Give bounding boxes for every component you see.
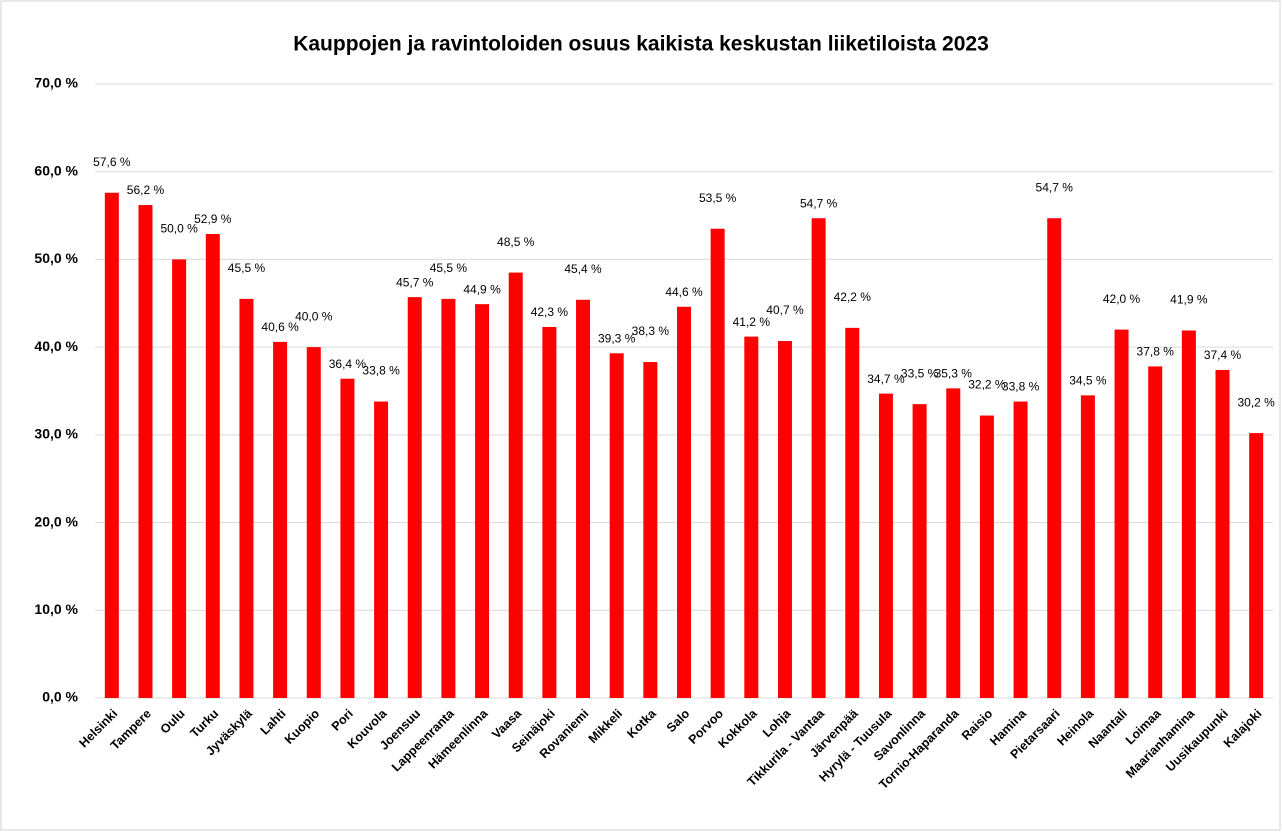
bar bbox=[1181, 330, 1196, 698]
bar bbox=[1249, 433, 1264, 698]
bar bbox=[475, 304, 490, 698]
y-tick-label: 30,0 % bbox=[34, 426, 78, 442]
bar bbox=[374, 401, 389, 698]
y-tick-label: 0,0 % bbox=[42, 689, 78, 705]
value-label: 34,5 % bbox=[1069, 374, 1107, 388]
bar bbox=[104, 192, 119, 698]
y-tick-label: 40,0 % bbox=[34, 338, 78, 354]
bar bbox=[1114, 329, 1129, 698]
bar bbox=[542, 326, 557, 698]
value-label: 39,3 % bbox=[598, 331, 636, 345]
value-label: 32,2 % bbox=[968, 378, 1006, 392]
bar bbox=[946, 388, 961, 698]
value-label: 38,3 % bbox=[632, 324, 670, 338]
value-label: 54,7 % bbox=[800, 196, 838, 210]
bar bbox=[811, 218, 826, 698]
value-label: 33,8 % bbox=[362, 364, 400, 378]
value-label: 44,9 % bbox=[463, 282, 501, 296]
value-label: 41,9 % bbox=[1170, 293, 1208, 307]
value-label: 48,5 % bbox=[497, 235, 535, 249]
value-label: 44,6 % bbox=[665, 285, 703, 299]
bar bbox=[172, 259, 187, 698]
bar bbox=[1047, 218, 1062, 698]
value-label: 56,2 % bbox=[127, 183, 165, 197]
bar bbox=[979, 415, 994, 698]
bar bbox=[239, 298, 254, 698]
value-label: 37,4 % bbox=[1204, 348, 1242, 362]
bar bbox=[609, 353, 624, 698]
bar bbox=[407, 297, 422, 698]
bar bbox=[677, 306, 691, 698]
bar bbox=[878, 393, 893, 698]
bar bbox=[643, 362, 658, 698]
bar bbox=[576, 299, 591, 698]
chart-title: Kauppojen ja ravintoloiden osuus kaikist… bbox=[293, 33, 989, 56]
value-label: 40,0 % bbox=[295, 309, 333, 323]
y-tick-label: 50,0 % bbox=[34, 250, 78, 266]
value-label: 50,0 % bbox=[160, 222, 198, 236]
bar bbox=[508, 272, 523, 698]
value-label: 41,2 % bbox=[733, 315, 771, 329]
value-label: 40,7 % bbox=[766, 303, 804, 317]
value-label: 36,4 % bbox=[329, 357, 367, 371]
value-label: 45,7 % bbox=[396, 275, 434, 289]
value-label: 42,2 % bbox=[834, 290, 872, 304]
bar bbox=[138, 205, 153, 698]
bar bbox=[441, 298, 456, 698]
value-label: 57,6 % bbox=[93, 155, 131, 169]
bar bbox=[306, 347, 321, 698]
value-label: 33,5 % bbox=[901, 366, 939, 380]
value-label: 54,7 % bbox=[1036, 180, 1074, 194]
value-label: 34,7 % bbox=[867, 372, 905, 386]
value-label: 40,6 % bbox=[261, 320, 299, 334]
bar bbox=[744, 336, 759, 698]
bar bbox=[710, 228, 725, 698]
value-label: 45,5 % bbox=[430, 261, 468, 275]
value-label: 53,5 % bbox=[699, 191, 737, 205]
value-label: 42,3 % bbox=[531, 305, 569, 319]
value-label: 35,3 % bbox=[935, 367, 973, 381]
y-tick-label: 10,0 % bbox=[34, 601, 78, 617]
bar bbox=[845, 327, 860, 698]
value-label: 45,5 % bbox=[228, 261, 266, 275]
bar bbox=[273, 341, 288, 698]
value-label: 42,0 % bbox=[1103, 292, 1141, 306]
bar bbox=[1148, 366, 1163, 698]
bar bbox=[1013, 401, 1028, 698]
value-label: 37,8 % bbox=[1137, 345, 1175, 359]
bar bbox=[1080, 395, 1095, 698]
bar bbox=[912, 404, 927, 698]
bar bbox=[205, 233, 220, 698]
value-label: 52,9 % bbox=[194, 212, 232, 226]
value-label: 33,8 % bbox=[1002, 380, 1040, 394]
value-label: 45,4 % bbox=[564, 262, 602, 276]
bar bbox=[340, 378, 355, 698]
y-tick-label: 60,0 % bbox=[34, 162, 78, 178]
value-label: 30,2 % bbox=[1237, 395, 1275, 409]
y-tick-label: 20,0 % bbox=[34, 513, 78, 529]
bar bbox=[1215, 369, 1230, 698]
bar bbox=[777, 341, 792, 698]
y-tick-label: 70,0 % bbox=[34, 75, 78, 91]
